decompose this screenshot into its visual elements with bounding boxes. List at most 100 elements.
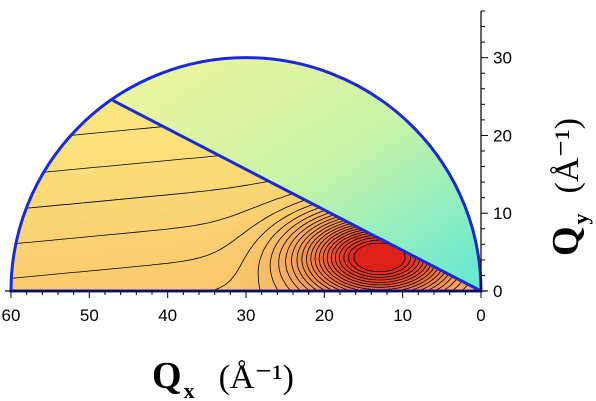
heatmap-cell xyxy=(257,263,263,269)
heatmap-cell xyxy=(37,119,43,125)
heatmap-cell xyxy=(14,92,19,97)
heatmap-cell xyxy=(155,65,160,70)
heatmap-cell xyxy=(108,134,114,140)
heatmap-cell xyxy=(319,259,325,265)
heatmap-cell xyxy=(237,208,243,214)
heatmap-cell xyxy=(140,73,145,78)
heatmap-cell xyxy=(269,189,274,195)
heatmap-cell xyxy=(11,92,16,97)
heatmap-cell xyxy=(139,278,145,284)
heatmap-cell xyxy=(69,173,75,179)
heatmap-cell xyxy=(11,204,16,210)
heatmap-cell xyxy=(92,100,98,105)
heatmap-cell xyxy=(269,232,274,238)
heatmap-cell xyxy=(143,158,149,164)
heatmap-cell xyxy=(84,251,90,257)
heatmap-cell xyxy=(61,119,67,125)
heatmap-cell xyxy=(49,251,55,257)
heatmap-cell xyxy=(61,185,67,191)
heatmap-cell xyxy=(292,204,298,210)
heatmap-cell xyxy=(151,123,157,129)
heatmap-cell xyxy=(237,220,243,226)
heatmap-cell xyxy=(41,232,47,238)
heatmap-cell xyxy=(92,131,98,136)
heatmap-cell xyxy=(30,142,35,148)
heatmap-cell xyxy=(108,115,114,121)
heatmap-cell xyxy=(73,142,79,148)
heatmap-cell xyxy=(237,243,243,249)
heatmap-cell xyxy=(175,181,180,187)
heatmap-cell xyxy=(57,201,63,206)
heatmap-cell xyxy=(237,271,243,276)
heatmap-cell xyxy=(131,255,137,261)
heatmap-cell xyxy=(316,220,321,226)
heatmap-cell xyxy=(73,166,79,171)
heatmap-cell xyxy=(120,119,126,125)
heatmap-cell xyxy=(100,100,106,101)
heatmap-cell xyxy=(292,228,298,234)
heatmap-cell xyxy=(34,100,39,101)
heatmap-cell xyxy=(112,267,118,273)
heatmap-cell xyxy=(253,278,259,284)
heatmap-cell xyxy=(38,69,43,74)
heatmap-cell xyxy=(135,286,141,291)
heatmap-cell xyxy=(69,92,74,97)
heatmap-cell xyxy=(331,278,337,284)
heatmap-cell xyxy=(26,115,32,121)
heatmap-cell xyxy=(22,158,28,164)
heatmap-cell xyxy=(65,274,71,280)
heatmap-cell xyxy=(14,103,20,109)
heatmap-cell xyxy=(38,81,43,86)
heatmap-cell xyxy=(245,243,251,249)
heatmap-cell xyxy=(11,103,16,109)
heatmap-cell xyxy=(229,228,235,234)
heatmap-cell xyxy=(245,255,251,261)
heatmap-cell xyxy=(50,92,55,97)
heatmap-cell xyxy=(276,278,282,284)
heatmap-cell xyxy=(304,201,310,206)
heatmap-cell xyxy=(167,271,173,276)
heatmap-cell xyxy=(45,263,51,269)
heatmap-cell xyxy=(190,243,196,249)
heatmap-cell xyxy=(229,216,235,222)
heatmap-cell xyxy=(222,232,227,238)
heatmap-cell xyxy=(284,255,290,261)
heatmap-cell xyxy=(108,208,114,214)
heatmap-cell xyxy=(241,177,247,183)
heatmap-cell xyxy=(100,150,106,156)
heatmap-cell xyxy=(186,251,192,257)
heatmap-cell xyxy=(214,173,220,179)
heatmap-cell xyxy=(50,65,55,70)
heatmap-cell xyxy=(171,138,176,144)
heatmap-cell xyxy=(167,57,172,62)
heatmap-cell xyxy=(53,216,59,222)
heatmap-cell xyxy=(143,255,149,261)
heatmap-cell xyxy=(45,208,51,214)
heatmap-cell xyxy=(128,177,133,183)
heatmap-cell xyxy=(30,69,35,74)
heatmap-cell xyxy=(96,282,102,288)
heatmap-cell xyxy=(92,154,98,160)
heatmap-cell xyxy=(88,247,94,253)
heatmap-cell xyxy=(237,239,243,245)
heatmap-cell xyxy=(265,212,270,218)
heatmap-cell xyxy=(249,239,255,245)
heatmap-cell xyxy=(34,158,39,164)
heatmap-cell xyxy=(84,127,90,133)
heatmap-cell xyxy=(100,243,106,249)
heatmap-cell xyxy=(14,267,20,273)
heatmap-cell xyxy=(323,251,329,257)
heatmap-cell xyxy=(128,189,133,195)
heatmap-cell xyxy=(77,73,82,78)
heatmap-cell xyxy=(81,228,86,234)
heatmap-cell xyxy=(45,286,51,291)
heatmap-cell xyxy=(81,134,86,140)
heatmap-cell xyxy=(178,271,184,276)
heatmap-cell xyxy=(194,232,200,238)
heatmap-cell xyxy=(276,212,282,218)
heatmap-cell xyxy=(167,208,173,214)
heatmap-cell xyxy=(124,181,129,187)
heatmap-cell xyxy=(265,189,270,195)
heatmap-cell xyxy=(88,236,94,241)
heatmap-cell xyxy=(57,224,63,230)
